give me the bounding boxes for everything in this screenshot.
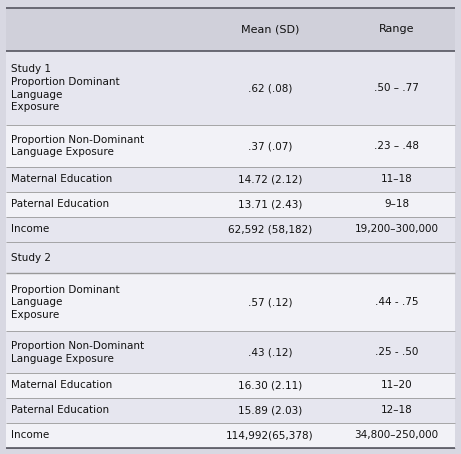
- Bar: [6, 273, 455, 331]
- Bar: [6, 373, 455, 398]
- Text: 13.71 (2.43): 13.71 (2.43): [237, 199, 302, 209]
- Text: Proportion Non-Dominant
Language Exposure: Proportion Non-Dominant Language Exposur…: [11, 135, 144, 158]
- Bar: [6, 242, 455, 273]
- Text: .23 – .48: .23 – .48: [374, 141, 419, 151]
- Bar: [6, 398, 455, 423]
- Text: Mean (SD): Mean (SD): [241, 25, 299, 35]
- Text: Income: Income: [11, 430, 49, 440]
- Text: 34,800–250,000: 34,800–250,000: [355, 430, 439, 440]
- Text: 19,200–300,000: 19,200–300,000: [355, 224, 438, 234]
- Text: Paternal Education: Paternal Education: [11, 199, 109, 209]
- Text: 11–20: 11–20: [381, 380, 413, 390]
- Text: 9–18: 9–18: [384, 199, 409, 209]
- Bar: [6, 167, 455, 192]
- Bar: [6, 331, 455, 373]
- Bar: [6, 8, 455, 51]
- Text: 62,592 (58,182): 62,592 (58,182): [228, 224, 312, 234]
- Bar: [6, 125, 455, 167]
- Text: 16.30 (2.11): 16.30 (2.11): [238, 380, 302, 390]
- Text: Study 2: Study 2: [11, 253, 51, 263]
- Bar: [6, 423, 455, 448]
- Text: Proportion Dominant
Language
Exposure: Proportion Dominant Language Exposure: [11, 285, 119, 320]
- Text: Maternal Education: Maternal Education: [11, 174, 112, 184]
- Text: .50 – .77: .50 – .77: [374, 83, 419, 93]
- Text: .44 - .75: .44 - .75: [375, 297, 419, 307]
- Text: Proportion Non-Dominant
Language Exposure: Proportion Non-Dominant Language Exposur…: [11, 341, 144, 364]
- Text: .43 (.12): .43 (.12): [248, 347, 292, 357]
- Text: 15.89 (2.03): 15.89 (2.03): [238, 405, 302, 415]
- Text: Study 1
Proportion Dominant
Language
Exposure: Study 1 Proportion Dominant Language Exp…: [11, 64, 119, 112]
- Text: .57 (.12): .57 (.12): [248, 297, 292, 307]
- Text: Income: Income: [11, 224, 49, 234]
- Text: 14.72 (2.12): 14.72 (2.12): [237, 174, 302, 184]
- Text: Maternal Education: Maternal Education: [11, 380, 112, 390]
- Text: 12–18: 12–18: [381, 405, 413, 415]
- Text: Paternal Education: Paternal Education: [11, 405, 109, 415]
- Text: .25 - .50: .25 - .50: [375, 347, 418, 357]
- Text: 11–18: 11–18: [381, 174, 413, 184]
- Bar: [6, 51, 455, 125]
- Bar: [6, 217, 455, 242]
- Text: .37 (.07): .37 (.07): [248, 141, 292, 151]
- Bar: [6, 192, 455, 217]
- Text: 114,992(65,378): 114,992(65,378): [226, 430, 313, 440]
- Text: .62 (.08): .62 (.08): [248, 83, 292, 93]
- Text: Range: Range: [379, 25, 414, 35]
